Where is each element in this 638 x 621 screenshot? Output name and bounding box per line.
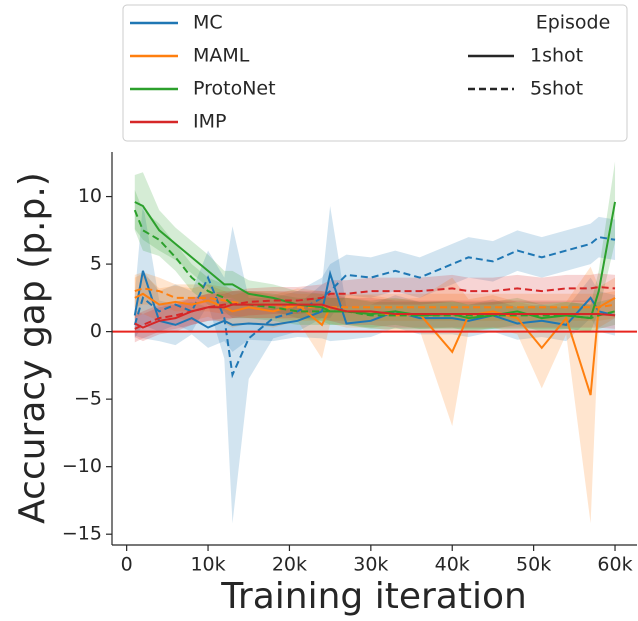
legend-style-label: 1shot (530, 45, 583, 67)
series-line (134, 287, 616, 309)
axes: −15 −10 −5 0 5 10 0 10k 20k 30k 40k 50k 60k (62, 152, 637, 576)
legend-label: ProtoNet (193, 78, 276, 100)
y-tick-label: 5 (90, 253, 102, 275)
x-tick-label: 10k (190, 554, 225, 576)
confidence-band (134, 161, 616, 332)
y-tick-label: 10 (78, 185, 102, 207)
confidence-band (134, 189, 616, 332)
y-tick-label: −5 (74, 388, 102, 410)
y-tick-label: −15 (62, 523, 102, 545)
x-tick-label: 50k (516, 554, 551, 576)
legend-title: Episode (536, 12, 611, 34)
y-tick-label: −10 (62, 455, 102, 477)
legend-label: MAML (193, 45, 250, 67)
x-tick-label: 30k (353, 554, 388, 576)
x-tick-label: 20k (272, 554, 307, 576)
x-tick-label: 40k (435, 554, 470, 576)
bands (134, 161, 616, 524)
confidence-band (134, 266, 616, 524)
lines (133, 201, 617, 396)
x-tick-label: 0 (121, 554, 133, 576)
series-line (133, 269, 616, 329)
confidence-band (134, 291, 616, 342)
y-axis-label: Accuracy gap (p.p.) (12, 172, 53, 524)
series-line (134, 303, 616, 329)
y-tick-label: 0 (90, 320, 102, 342)
series-line (133, 209, 616, 320)
legend: MC MAML ProtoNet IMP Episode 1shot 5shot (122, 4, 628, 142)
legend-label: IMP (193, 111, 226, 133)
series-line (134, 286, 616, 330)
legend-style-label: 5shot (530, 78, 583, 100)
confidence-band (134, 216, 616, 524)
series-line (133, 236, 616, 379)
x-tick-label: 60k (597, 554, 632, 576)
legend-label: MC (193, 12, 223, 34)
legend-box (122, 4, 628, 142)
x-axis-label: Training iteration (220, 576, 527, 617)
